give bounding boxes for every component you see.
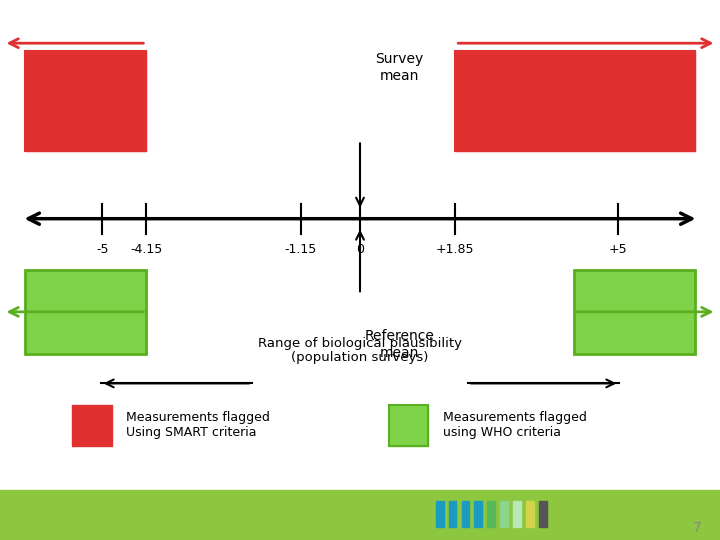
- Bar: [449, 501, 456, 527]
- Text: Survey
mean: Survey mean: [375, 52, 424, 83]
- Bar: [455, 51, 695, 151]
- Bar: [436, 501, 444, 527]
- Text: -4.15: -4.15: [130, 243, 163, 256]
- Text: +5: +5: [608, 243, 627, 256]
- Text: 7: 7: [693, 521, 702, 535]
- Bar: [72, 405, 112, 446]
- Bar: [474, 501, 482, 527]
- Bar: [500, 501, 508, 527]
- Text: Range of biological plausibility
(population surveys): Range of biological plausibility (popula…: [258, 336, 462, 365]
- Bar: [574, 270, 695, 354]
- Bar: [25, 270, 146, 354]
- Text: -5: -5: [96, 243, 109, 256]
- Text: Reference
mean: Reference mean: [364, 329, 435, 360]
- Bar: [487, 501, 495, 527]
- Text: -1.15: -1.15: [284, 243, 317, 256]
- Text: Measurements flagged
Using SMART criteria: Measurements flagged Using SMART criteri…: [126, 411, 270, 439]
- Bar: [0, 490, 720, 540]
- Bar: [25, 51, 146, 151]
- Bar: [25, 270, 146, 354]
- Bar: [462, 501, 469, 527]
- Bar: [389, 405, 428, 446]
- Bar: [539, 501, 547, 527]
- Text: +1.85: +1.85: [436, 243, 474, 256]
- Bar: [25, 51, 146, 151]
- Bar: [389, 405, 428, 446]
- Bar: [526, 501, 534, 527]
- Text: 0: 0: [356, 243, 364, 256]
- Bar: [513, 501, 521, 527]
- Bar: [455, 51, 695, 151]
- Bar: [574, 270, 695, 354]
- Text: Measurements flagged
using WHO criteria: Measurements flagged using WHO criteria: [443, 411, 587, 439]
